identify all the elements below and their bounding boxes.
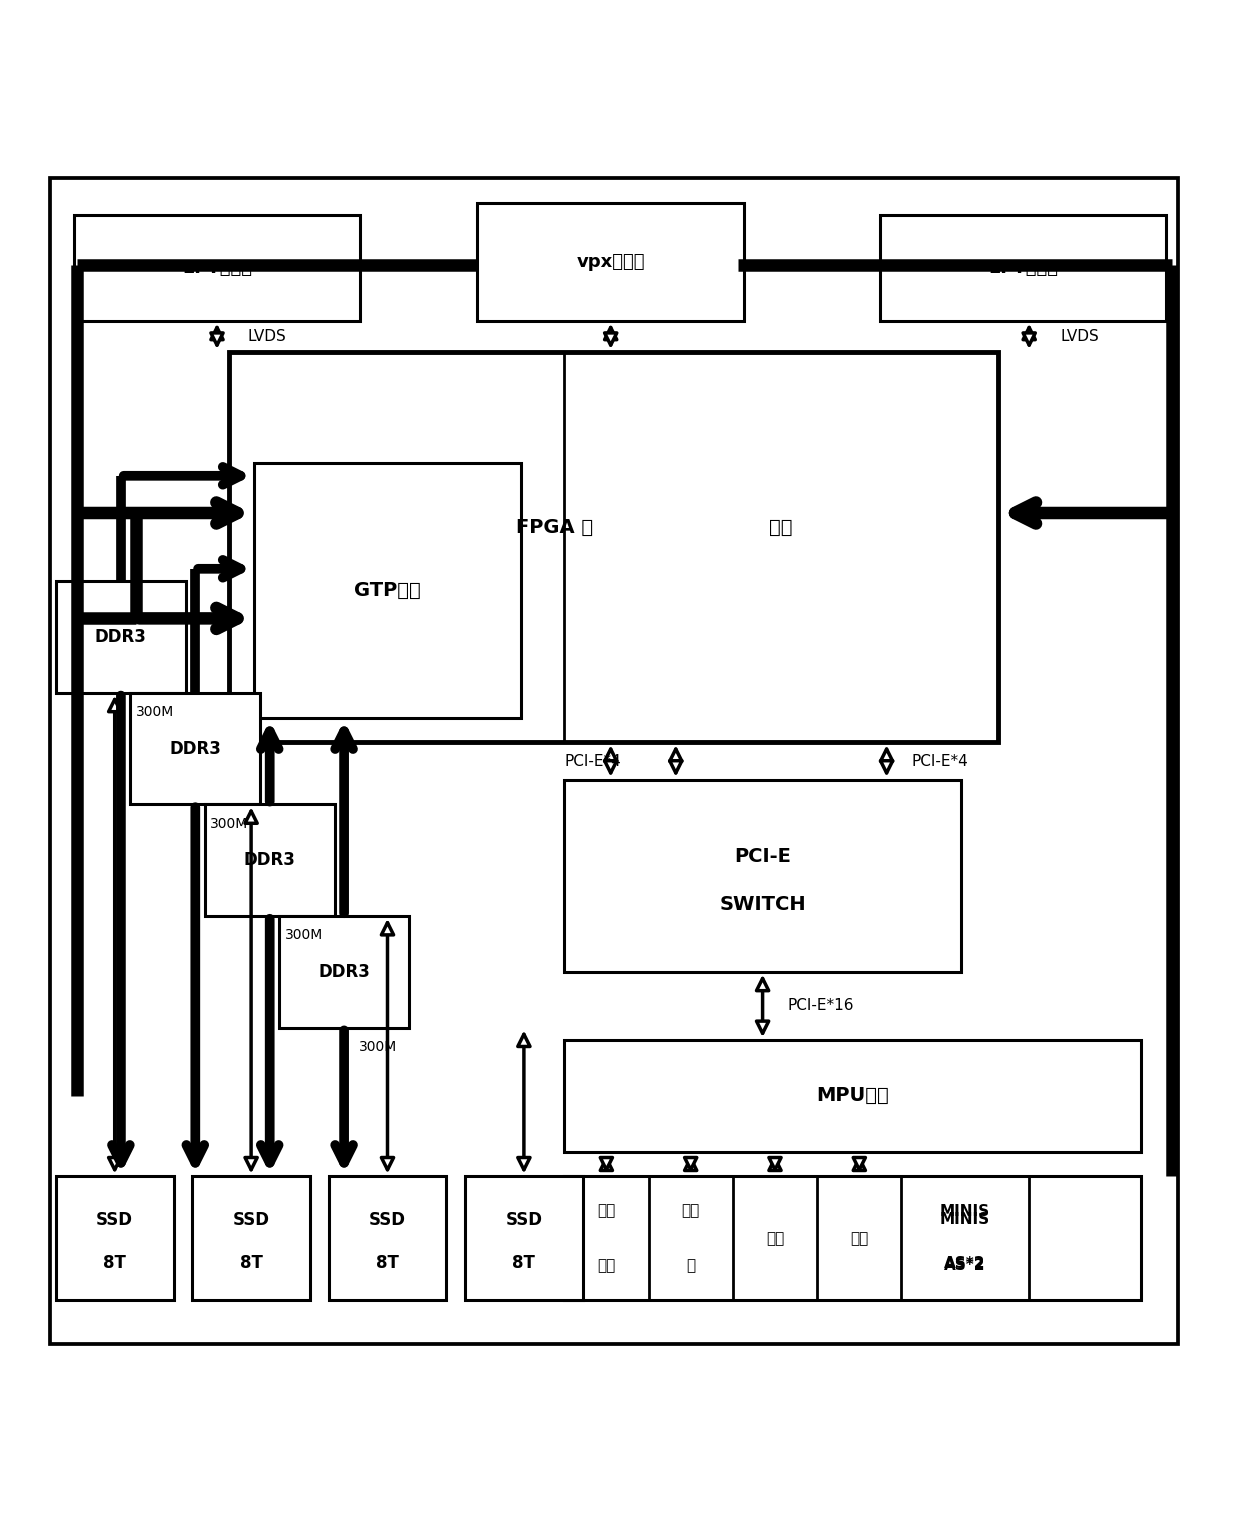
Text: PCI-E: PCI-E [734,846,791,866]
Bar [564,779,961,973]
Text: MINIS: MINIS [940,1204,990,1219]
Text: 8T: 8T [512,1254,536,1272]
Bar [254,463,521,717]
Text: AS*2: AS*2 [944,1256,986,1271]
Text: GTP模块: GTP模块 [355,581,420,600]
Bar [205,805,335,916]
Text: DDR3: DDR3 [244,851,295,869]
Text: 心板: 心板 [770,517,792,537]
Bar [564,1040,1141,1152]
Bar [56,581,186,693]
Text: LVDS: LVDS [248,329,286,344]
Text: SSD: SSD [233,1212,269,1228]
Bar [229,352,998,743]
Text: 网口: 网口 [598,1259,615,1274]
Text: SSD: SSD [506,1212,542,1228]
Bar [465,1177,583,1300]
Text: 300M: 300M [136,705,174,720]
Text: PCI-E*4: PCI-E*4 [564,753,621,769]
Text: 8T: 8T [103,1254,126,1272]
Bar [477,202,744,321]
Bar [880,216,1166,321]
Bar [329,1177,446,1300]
Text: SWITCH: SWITCH [719,895,806,915]
Text: SSD: SSD [97,1212,133,1228]
Text: AS*2: AS*2 [944,1259,986,1274]
Bar [192,1177,310,1300]
Text: FPGA 核: FPGA 核 [516,517,594,537]
Text: 键盘: 键盘 [766,1231,784,1247]
Text: 器: 器 [686,1259,696,1274]
Text: 鼠标: 鼠标 [851,1231,868,1247]
Text: 300M: 300M [211,817,248,831]
Bar [56,1177,174,1300]
Text: MINIS: MINIS [940,1213,990,1227]
Text: EPT接插件: EPT接插件 [988,259,1058,277]
Bar [279,916,409,1027]
Text: 300M: 300M [360,1040,397,1055]
Text: DDR3: DDR3 [319,963,370,980]
Bar [130,693,260,805]
Bar [564,1177,1141,1300]
Text: PCI-E*4: PCI-E*4 [911,753,968,769]
Text: vpx接插件: vpx接插件 [577,253,645,271]
Text: 显示: 显示 [682,1204,699,1219]
Text: 300M: 300M [284,928,322,942]
Text: MPU模块: MPU模块 [816,1087,889,1105]
Text: SSD: SSD [370,1212,405,1228]
Text: 千兆: 千兆 [598,1204,615,1219]
Text: 8T: 8T [239,1254,263,1272]
Text: DDR3: DDR3 [95,629,146,645]
Text: LVDS: LVDS [1060,329,1099,344]
Text: 8T: 8T [376,1254,399,1272]
Text: EPT接插件: EPT接插件 [182,259,252,277]
Text: DDR3: DDR3 [170,740,221,758]
Bar [74,216,360,321]
Text: PCI-E*16: PCI-E*16 [787,998,854,1014]
